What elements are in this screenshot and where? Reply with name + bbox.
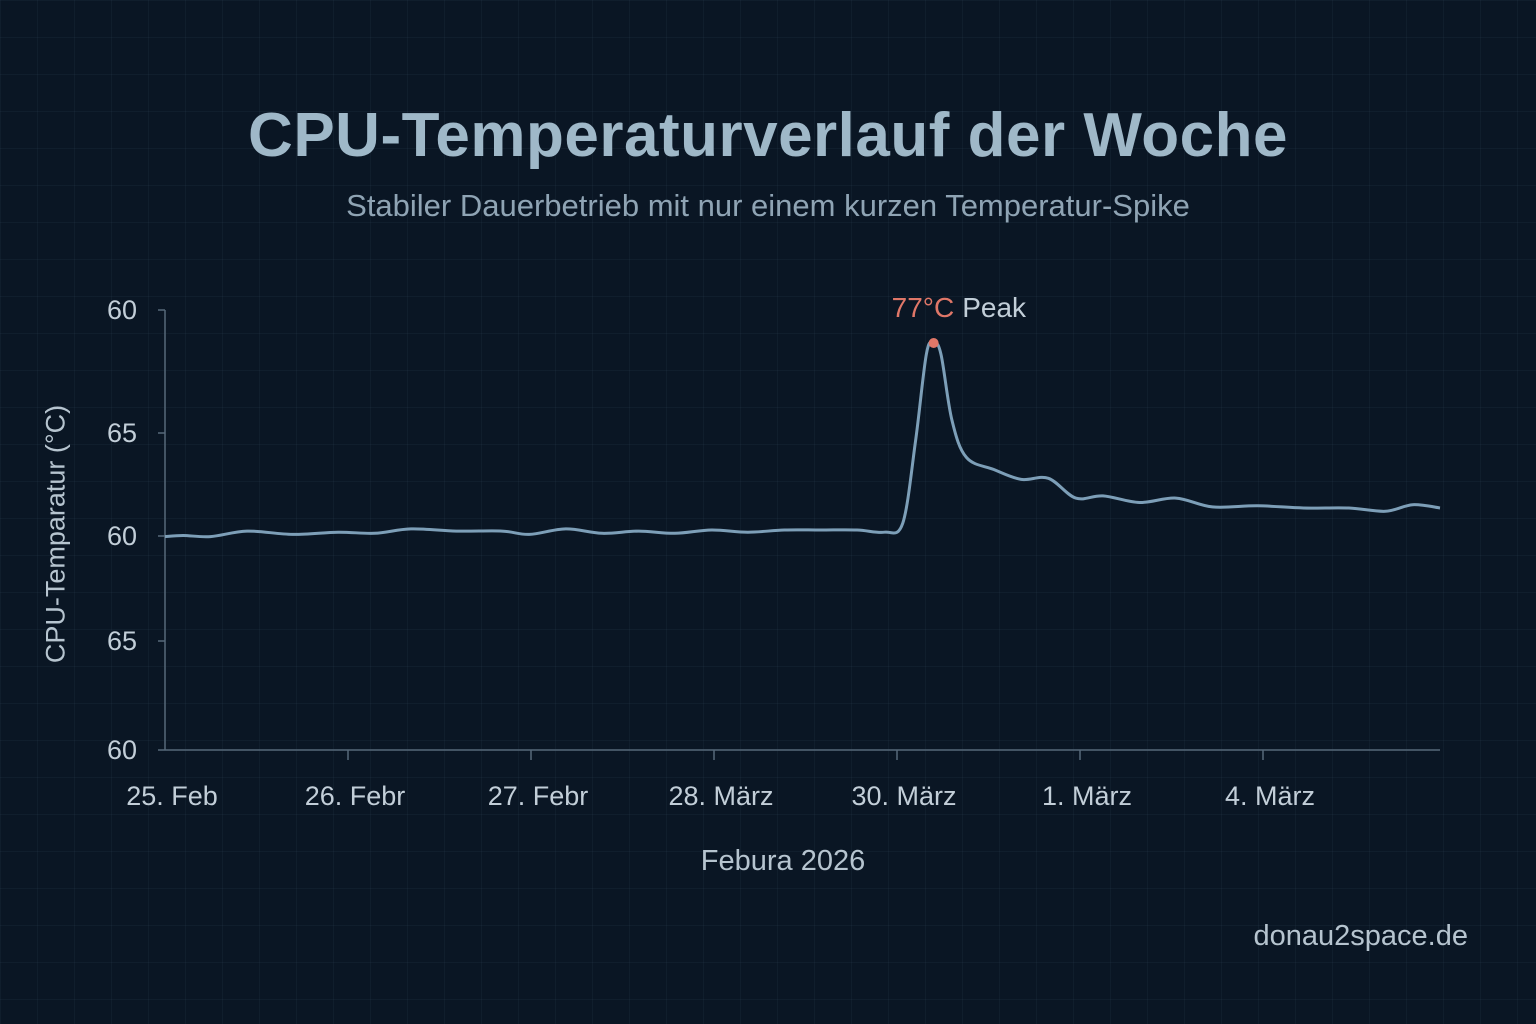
y-tick-label: 65: [107, 626, 137, 656]
y-tick-label: 60: [107, 521, 137, 551]
chart-title: CPU-Temperaturverlauf der Woche: [248, 101, 1288, 170]
site-watermark: donau2space.de: [1253, 920, 1468, 952]
y-axis-label: CPU-Temparatur (°C): [40, 404, 71, 664]
x-tick-label: 1. März: [1042, 781, 1132, 811]
x-tick-label: 30. März: [851, 781, 956, 811]
chart-subtitle: Stabiler Dauerbetrieb mit nur einem kurz…: [346, 188, 1190, 223]
x-tick-label: 28. März: [668, 781, 773, 811]
peak-annotation: 77°C Peak: [892, 292, 1027, 348]
peak-marker: [928, 338, 939, 348]
x-tick-label: 26. Febr: [305, 781, 406, 811]
cpu-temperature-line: [164, 340, 1441, 539]
x-axis-label: Febura 2026: [700, 845, 866, 877]
x-axis-ticks: 25. Feb 26. Febr 27. Febr 28. März 30. März 1…: [126, 750, 1315, 811]
chart-axes: [164, 310, 1440, 751]
peak-text: Peak: [962, 292, 1027, 323]
x-tick-label: 4. März: [1225, 781, 1315, 811]
y-axis-ticks: 60 65 60 65 60: [107, 295, 165, 765]
peak-value: 77°C: [892, 292, 955, 323]
y-tick-label: 60: [107, 735, 137, 765]
y-tick-label: 60: [107, 295, 137, 325]
y-tick-label: 65: [107, 418, 137, 448]
x-tick-label: 25. Feb: [126, 781, 218, 811]
x-tick-label: 27. Febr: [488, 781, 589, 811]
peak-label: 77°C Peak: [892, 292, 1027, 323]
